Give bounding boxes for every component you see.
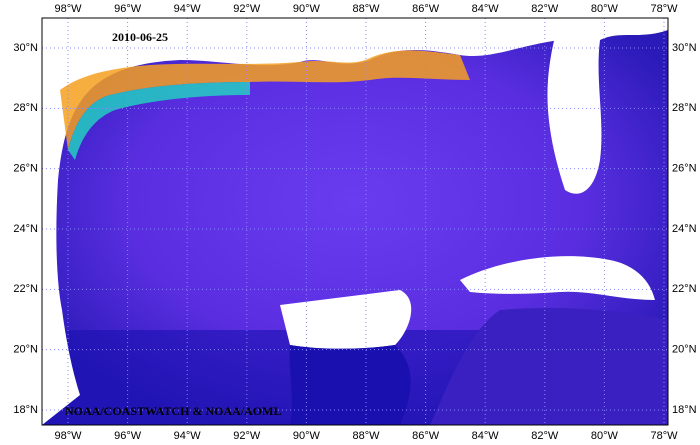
lon-label-top: 90°W bbox=[293, 3, 321, 15]
lat-label-left: 30°N bbox=[13, 42, 38, 54]
lon-label-top: 92°W bbox=[233, 3, 261, 15]
lat-label-left: 20°N bbox=[13, 344, 38, 356]
lon-label-bottom: 82°W bbox=[531, 430, 559, 442]
lat-label-right: 28°N bbox=[672, 102, 697, 114]
lat-label-right: 30°N bbox=[672, 42, 697, 54]
lon-label-bottom: 92°W bbox=[233, 430, 261, 442]
lon-label-top: 84°W bbox=[472, 3, 500, 15]
lon-label-bottom: 96°W bbox=[114, 430, 142, 442]
lon-label-bottom: 86°W bbox=[412, 430, 440, 442]
lon-label-top: 94°W bbox=[174, 3, 202, 15]
us-mexico-land bbox=[42, 18, 560, 425]
lon-label-bottom: 80°W bbox=[591, 430, 619, 442]
lat-label-left: 22°N bbox=[13, 283, 38, 295]
yucatan-land-cloud bbox=[289, 345, 411, 425]
lat-label-right: 18°N bbox=[672, 404, 697, 416]
lon-label-top: 78°W bbox=[650, 3, 678, 15]
lat-label-left: 24°N bbox=[13, 223, 38, 235]
lat-label-right: 24°N bbox=[672, 223, 697, 235]
lon-label-bottom: 84°W bbox=[472, 430, 500, 442]
caribbean bbox=[430, 308, 668, 425]
map-frame bbox=[41, 17, 669, 426]
lon-label-top: 98°W bbox=[54, 3, 82, 15]
lat-label-right: 20°N bbox=[672, 344, 697, 356]
lon-label-bottom: 94°W bbox=[174, 430, 202, 442]
lon-label-top: 80°W bbox=[591, 3, 619, 15]
shelf-water bbox=[68, 82, 250, 160]
map-area bbox=[42, 18, 668, 425]
yucatan bbox=[280, 290, 412, 349]
lat-label-right: 22°N bbox=[672, 283, 697, 295]
date-label: 2010-06-25 bbox=[112, 30, 168, 44]
lat-label-left: 26°N bbox=[13, 163, 38, 175]
coastal-bloom bbox=[60, 50, 470, 151]
lat-label-left: 18°N bbox=[13, 404, 38, 416]
lat-label-right: 26°N bbox=[672, 163, 697, 175]
graticule-labels: 98°W 98°W 96°W 96°W 94°W 94°W 92°W 92°W 90°W 90°W… bbox=[13, 3, 696, 442]
lon-label-top: 82°W bbox=[531, 3, 559, 15]
graticule bbox=[42, 18, 668, 425]
lon-label-top: 86°W bbox=[412, 3, 440, 15]
credit-label: NOAA/COASTWATCH & NOAA/AOML bbox=[65, 404, 281, 418]
lon-label-bottom: 78°W bbox=[650, 430, 678, 442]
lat-label-left: 28°N bbox=[13, 102, 38, 114]
lon-label-bottom: 98°W bbox=[54, 430, 82, 442]
florida bbox=[547, 18, 668, 194]
lon-label-top: 96°W bbox=[114, 3, 142, 15]
lon-label-bottom: 88°W bbox=[352, 430, 380, 442]
lon-label-bottom: 90°W bbox=[293, 430, 321, 442]
lon-label-top: 88°W bbox=[352, 3, 380, 15]
